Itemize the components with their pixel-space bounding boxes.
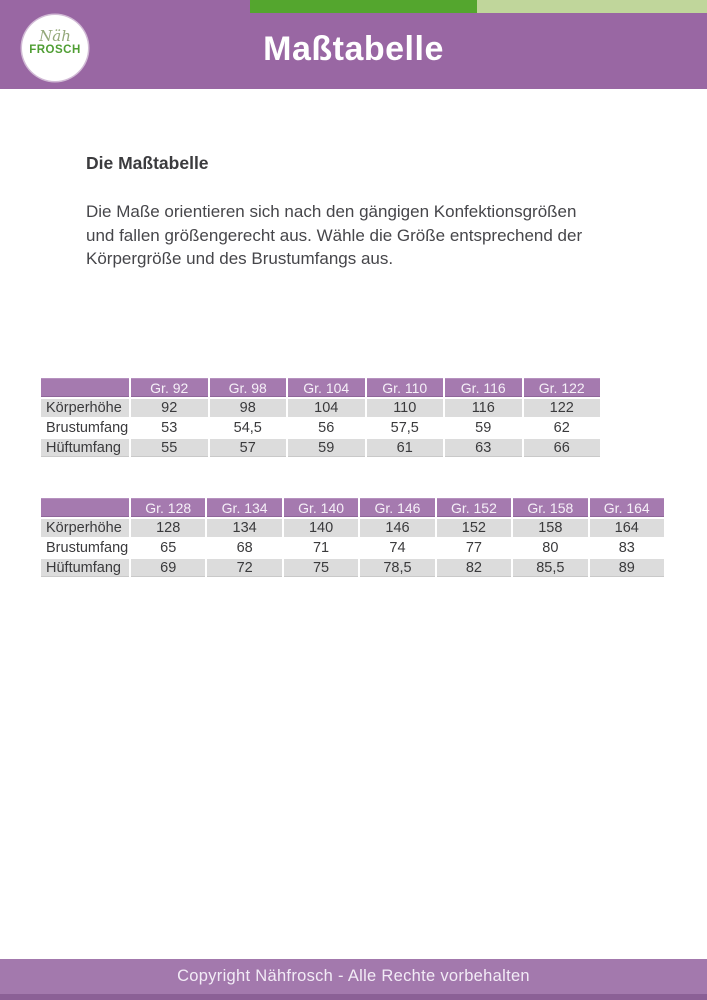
- row-label: Hüftumfang: [41, 559, 129, 577]
- row-label: Hüftumfang: [41, 439, 129, 457]
- table-row: Brustumfang 65 68 71 74 77 80 83: [41, 539, 664, 557]
- value-cell: 68: [207, 539, 282, 557]
- value-cell: 72: [207, 559, 282, 577]
- value-cell: 77: [436, 539, 512, 557]
- value-cell: 71: [283, 539, 359, 557]
- value-cell: 75: [283, 559, 359, 577]
- logo-script-text: Näh: [39, 27, 71, 45]
- value-cell: 140: [283, 519, 359, 537]
- size-table-small: Gr. 92 Gr. 98 Gr. 104 Gr. 110 Gr. 116 Gr. 122…: [39, 376, 602, 459]
- column-header: Gr. 146: [360, 498, 435, 517]
- row-label: Brustumfang: [41, 419, 129, 437]
- intro-paragraph: Die Maße orientieren sich nach den gängi…: [86, 200, 606, 271]
- column-header: Gr. 128: [131, 498, 206, 517]
- value-cell: 164: [589, 519, 664, 537]
- column-header: Gr. 98: [209, 378, 286, 397]
- section-heading: Die Maßtabelle: [86, 153, 209, 173]
- size-table-large: Gr. 128 Gr. 134 Gr. 140 Gr. 146 Gr. 152 Gr. 1…: [39, 496, 666, 579]
- table-row: Körperhöhe 128 134 140 146 152 158 164: [41, 519, 664, 537]
- top-accent-strip-light-green: [477, 0, 707, 13]
- value-cell: 134: [207, 519, 282, 537]
- value-cell: 62: [523, 419, 600, 437]
- column-header: Gr. 116: [445, 378, 522, 397]
- value-cell: 78,5: [360, 559, 435, 577]
- footer-bottom-strip: [0, 994, 707, 1000]
- table-row: Hüftumfang 55 57 59 61 63 66: [41, 439, 600, 457]
- row-label: Brustumfang: [41, 539, 129, 557]
- table-header-row: Gr. 128 Gr. 134 Gr. 140 Gr. 146 Gr. 152 Gr. 1…: [41, 498, 664, 517]
- value-cell: 57,5: [366, 419, 443, 437]
- column-header: Gr. 158: [513, 498, 588, 517]
- table-row: Hüftumfang 69 72 75 78,5 82 85,5 89: [41, 559, 664, 577]
- value-cell: 146: [360, 519, 435, 537]
- intro-line-2: und fallen größengerecht aus. Wähle die …: [86, 225, 583, 245]
- naehfrosch-logo: Näh FROSCH: [22, 15, 88, 81]
- value-cell: 59: [445, 419, 522, 437]
- value-cell: 63: [445, 439, 522, 457]
- intro-line-3: Körpergröße und des Brustumfangs aus.: [86, 249, 394, 268]
- intro-line-1: Die Maße orientieren sich nach den gängi…: [86, 202, 577, 221]
- value-cell: 110: [366, 399, 443, 417]
- column-header: Gr. 104: [288, 378, 365, 397]
- value-cell: 54,5: [209, 419, 286, 437]
- column-header: Gr. 164: [589, 498, 664, 517]
- value-cell: 57: [209, 439, 286, 457]
- column-header: [41, 498, 129, 517]
- value-cell: 104: [288, 399, 365, 417]
- table-row: Körperhöhe 92 98 104 110 116 122: [41, 399, 600, 417]
- value-cell: 152: [436, 519, 512, 537]
- footer-bar: Copyright Nähfrosch - Alle Rechte vorbeh…: [0, 959, 707, 1000]
- value-cell: 53: [131, 419, 208, 437]
- top-accent-strip-dark-green: [250, 0, 477, 13]
- value-cell: 98: [209, 399, 286, 417]
- column-header: Gr. 152: [436, 498, 512, 517]
- logo-brand-text: FROSCH: [29, 44, 81, 56]
- table-row: Brustumfang 53 54,5 56 57,5 59 62: [41, 419, 600, 437]
- value-cell: 116: [445, 399, 522, 417]
- value-cell: 92: [131, 399, 208, 417]
- header-banner: Näh FROSCH Maßtabelle: [0, 0, 707, 89]
- value-cell: 83: [589, 539, 664, 557]
- value-cell: 69: [131, 559, 206, 577]
- column-header: Gr. 122: [523, 378, 600, 397]
- value-cell: 80: [513, 539, 588, 557]
- value-cell: 66: [523, 439, 600, 457]
- row-label: Körperhöhe: [41, 399, 129, 417]
- page-title: Maßtabelle: [263, 30, 444, 68]
- column-header: Gr. 92: [131, 378, 208, 397]
- column-header: Gr. 140: [283, 498, 359, 517]
- value-cell: 65: [131, 539, 206, 557]
- value-cell: 61: [366, 439, 443, 457]
- value-cell: 158: [513, 519, 588, 537]
- value-cell: 74: [360, 539, 435, 557]
- column-header: [41, 378, 129, 397]
- column-header: Gr. 110: [366, 378, 443, 397]
- copyright-text: Copyright Nähfrosch - Alle Rechte vorbeh…: [177, 967, 530, 985]
- row-label: Körperhöhe: [41, 519, 129, 537]
- value-cell: 55: [131, 439, 208, 457]
- value-cell: 85,5: [513, 559, 588, 577]
- value-cell: 82: [436, 559, 512, 577]
- table-header-row: Gr. 92 Gr. 98 Gr. 104 Gr. 110 Gr. 116 Gr. 122: [41, 378, 600, 397]
- value-cell: 89: [589, 559, 664, 577]
- value-cell: 59: [288, 439, 365, 457]
- value-cell: 128: [131, 519, 206, 537]
- value-cell: 56: [288, 419, 365, 437]
- column-header: Gr. 134: [207, 498, 282, 517]
- value-cell: 122: [523, 399, 600, 417]
